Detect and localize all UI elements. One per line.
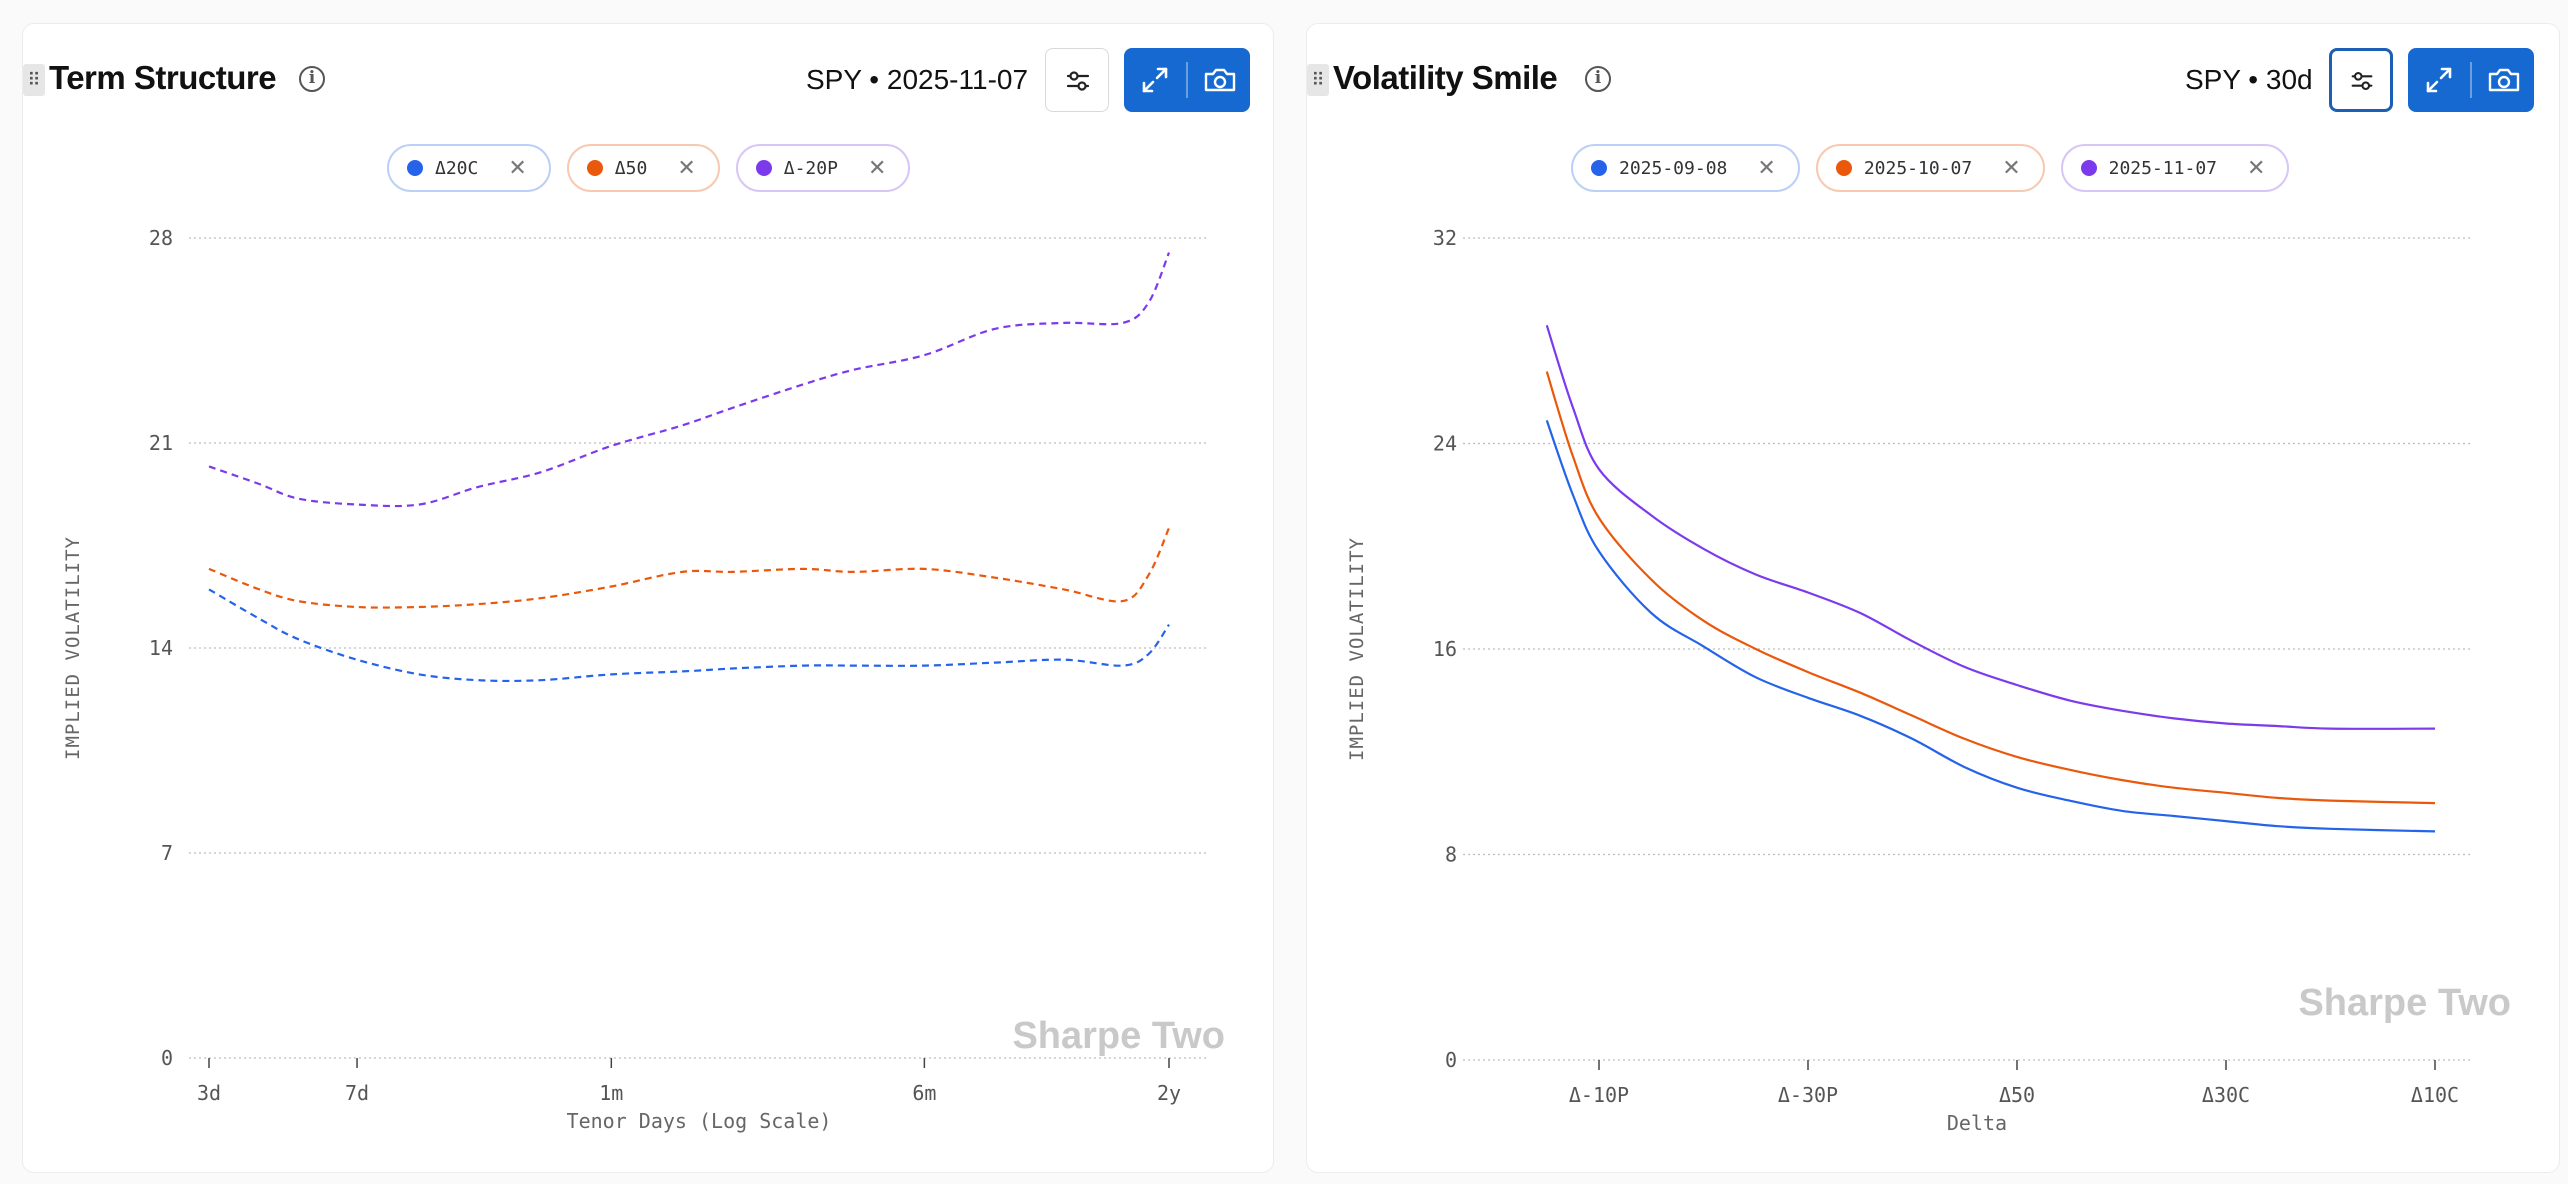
close-icon[interactable]: ✕ — [867, 155, 887, 181]
term-structure-chart: 0 7 14 21 28 3d 7d 1m 6m 2y Tenor Days (Log Scale)… — [62, 226, 1225, 1133]
x-tick-label: 7d — [345, 1081, 369, 1105]
legend-label: 2025-09-08 — [1619, 157, 1728, 179]
series-line-Δ20C — [208, 588, 1170, 683]
series-line-2025-10-07 — [1545, 371, 2436, 805]
series-dot-icon — [1591, 160, 1607, 176]
legend-label: 2025-10-07 — [1863, 157, 1973, 179]
panel-title: Volatility Smile — [1333, 59, 1558, 96]
drag-handle-icon[interactable]: ⠿ — [1307, 64, 1329, 96]
series-line-2025-09-08 — [1545, 420, 2436, 833]
info-icon[interactable]: i — [299, 66, 325, 92]
legend-label: Δ50 — [614, 157, 648, 179]
x-tick-label: Δ30C — [2202, 1083, 2250, 1107]
legend: 2025-09-08 ✕ 2025-10-07 ✕ 2025-11-07 ✕ — [1571, 144, 2290, 192]
series-line-Δ50 — [208, 527, 1171, 609]
y-tick-label: 0 — [1445, 1048, 1457, 1072]
x-axis-label: Delta — [1947, 1111, 2007, 1135]
series-line-2025-11-07 — [1545, 324, 2436, 730]
watermark: Sharpe Two — [1012, 1015, 1225, 1057]
ticker-label: SPY • 2025-11-07 — [806, 64, 1029, 95]
y-axis-label: IMPLIED VOLATILITY — [62, 536, 84, 760]
y-axis-label: IMPLIED VOLATILITY — [1346, 537, 1368, 761]
ticker-label: SPY • 30d — [2185, 64, 2313, 95]
screenshot-button[interactable] — [2472, 48, 2534, 112]
series-line-Δ-20P — [208, 252, 1171, 508]
close-icon[interactable]: ✕ — [2002, 155, 2021, 181]
legend-label: 2025-11-07 — [2108, 157, 2217, 179]
legend-label: Δ-20P — [783, 157, 838, 179]
series-dot-icon — [586, 160, 603, 176]
close-icon[interactable]: ✕ — [2247, 155, 2266, 181]
x-tick-label: Δ-30P — [1778, 1083, 1838, 1107]
y-tick-label: 0 — [161, 1046, 173, 1070]
series-dot-icon — [1835, 160, 1852, 176]
screenshot-button[interactable] — [1188, 48, 1250, 112]
y-tick-label: 24 — [1433, 432, 1457, 456]
expand-icon — [2426, 67, 2452, 93]
legend-chip-d50[interactable]: Δ50 ✕ — [566, 144, 720, 192]
y-tick-label: 32 — [1433, 226, 1457, 250]
legend-label: Δ20C — [435, 157, 479, 179]
watermark: Sharpe Two — [2298, 982, 2511, 1024]
close-icon[interactable]: ✕ — [1757, 155, 1776, 181]
info-icon[interactable]: i — [1585, 66, 1611, 92]
x-tick-label: Δ-10P — [1569, 1083, 1629, 1107]
expand-button[interactable] — [2408, 48, 2470, 112]
legend-chip-2025-11-07[interactable]: 2025-11-07 ✕ — [2060, 144, 2290, 192]
y-tick-label: 16 — [1433, 637, 1457, 661]
y-tick-label: 14 — [149, 636, 173, 660]
y-tick-label: 28 — [149, 226, 173, 250]
panel-title: Term Structure — [49, 59, 277, 96]
series-dot-icon — [755, 160, 772, 176]
legend-chip-d20c[interactable]: Δ20C ✕ — [387, 144, 551, 192]
x-tick-label: Δ10C — [2411, 1083, 2459, 1107]
action-button-group — [2408, 48, 2534, 112]
expand-button[interactable] — [1124, 48, 1186, 112]
x-tick-label: Δ50 — [1999, 1083, 2035, 1107]
volatility-smile-card: ⠿ Volatility Smile i SPY • 30d — [1306, 23, 2560, 1173]
volatility-smile-chart: 0 8 16 24 32 Δ-10P Δ-30P Δ50 Δ30C Δ10C Delta IMPLIE… — [1346, 226, 2511, 1135]
series-dot-icon — [407, 160, 423, 176]
legend-chip-d-20p[interactable]: Δ-20P ✕ — [735, 144, 911, 192]
x-tick-label: 2y — [1157, 1081, 1181, 1105]
sliders-icon — [1066, 71, 1090, 91]
series-dot-icon — [2080, 160, 2097, 176]
legend: Δ20C ✕ Δ50 ✕ Δ-20P ✕ — [387, 144, 911, 192]
close-icon[interactable]: ✕ — [508, 155, 527, 181]
drag-handle-icon[interactable]: ⠿ — [23, 64, 45, 96]
settings-button[interactable] — [2329, 48, 2393, 112]
legend-chip-2025-10-07[interactable]: 2025-10-07 ✕ — [1815, 144, 2045, 192]
x-axis-label: Tenor Days (Log Scale) — [567, 1109, 832, 1133]
x-tick-label: 1m — [599, 1081, 623, 1105]
settings-button[interactable] — [1045, 48, 1109, 112]
y-tick-label: 8 — [1445, 843, 1457, 867]
camera-icon — [1204, 68, 1236, 92]
legend-chip-2025-09-08[interactable]: 2025-09-08 ✕ — [1571, 144, 1800, 192]
expand-icon — [1142, 67, 1168, 93]
term-structure-card: ⠿ Term Structure i SPY • 2025-11-07 — [22, 23, 1274, 1173]
x-tick-label: 6m — [912, 1081, 936, 1105]
y-tick-label: 21 — [149, 431, 173, 455]
close-icon[interactable]: ✕ — [677, 155, 696, 181]
sliders-icon — [2351, 72, 2373, 90]
camera-icon — [2488, 68, 2520, 92]
action-button-group — [1124, 48, 1250, 112]
y-tick-label: 7 — [161, 841, 173, 865]
x-tick-label: 3d — [197, 1081, 221, 1105]
